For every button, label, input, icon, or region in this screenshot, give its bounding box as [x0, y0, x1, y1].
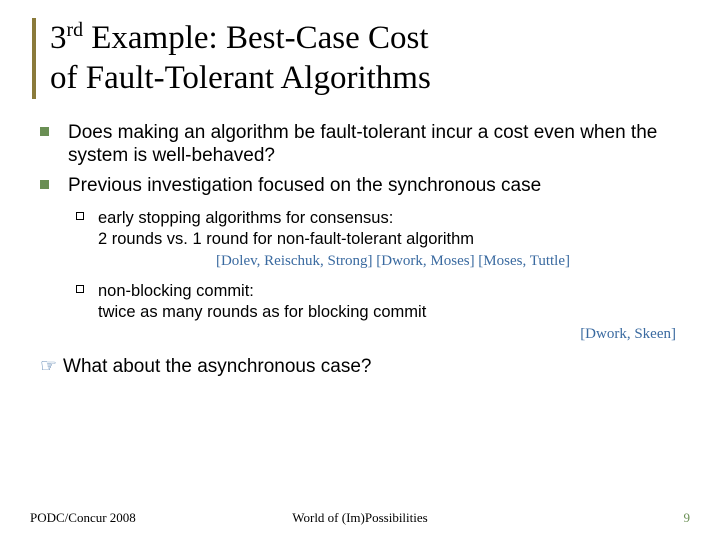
square-bullet-icon: [40, 180, 49, 189]
footer: World of (Im)Possibilities PODC/Concur 2…: [0, 510, 720, 526]
hollow-square-bullet-icon: [76, 285, 84, 293]
citation-text: [Dwork, Skeen]: [98, 325, 688, 344]
main-bullet-item: Does making an algorithm be fault-tolera…: [38, 121, 688, 169]
sub-bullet-list: early stopping algorithms for consensus:…: [68, 208, 688, 345]
slide-title: 3rd Example: Best-Case Costof Fault-Tole…: [50, 18, 688, 99]
footer-center: World of (Im)Possibilities: [0, 510, 720, 526]
pointer-icon: ☞: [40, 355, 57, 378]
pointer-text: What about the asynchronous case?: [63, 356, 371, 377]
bullet-text: Previous investigation focused on the sy…: [68, 175, 541, 196]
sub-bullet-text: non-blocking commit: twice as many round…: [98, 281, 688, 323]
pointer-line: ☞ What about the asynchronous case?: [40, 355, 688, 378]
hollow-square-bullet-icon: [76, 212, 84, 220]
title-block: 3rd Example: Best-Case Costof Fault-Tole…: [32, 18, 688, 99]
sub-bullet-item: non-blocking commit: twice as many round…: [68, 281, 688, 344]
citation-text: [Dolev, Reischuk, Strong] [Dwork, Moses]…: [98, 252, 688, 271]
sub-bullet-text: early stopping algorithms for consensus:…: [98, 208, 688, 250]
slide: 3rd Example: Best-Case Costof Fault-Tole…: [0, 0, 720, 540]
main-bullet-list: Does making an algorithm be fault-tolera…: [38, 121, 688, 345]
main-bullet-item: Previous investigation focused on the sy…: [38, 174, 688, 345]
bullet-text: Does making an algorithm be fault-tolera…: [68, 122, 657, 167]
square-bullet-icon: [40, 127, 49, 136]
sub-bullet-item: early stopping algorithms for consensus:…: [68, 208, 688, 271]
